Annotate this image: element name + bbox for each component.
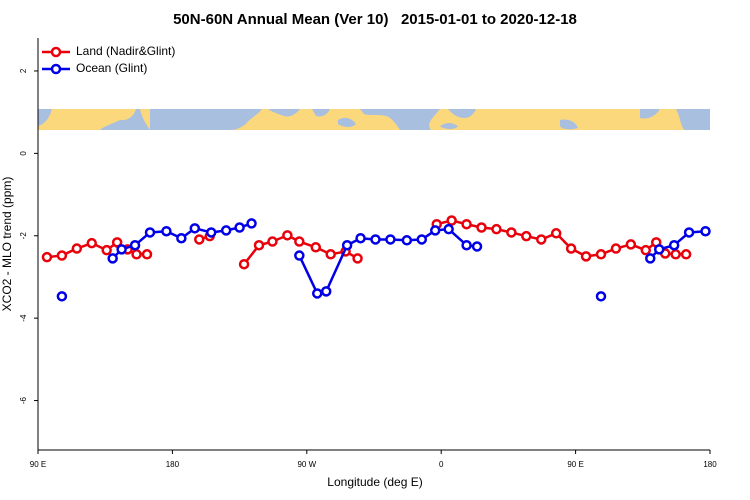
legend-label: Ocean (Glint) [76, 61, 147, 75]
data-point [144, 227, 156, 238]
x-tick-label: 180 [166, 460, 180, 469]
data-point [320, 286, 332, 297]
data-point [129, 239, 141, 251]
data-point [71, 243, 83, 254]
data-point [461, 239, 472, 251]
data-point [101, 244, 112, 256]
data-point [683, 227, 695, 238]
data-point [385, 234, 396, 245]
map-strip [38, 109, 710, 130]
data-point [116, 244, 127, 255]
data-point [341, 239, 353, 251]
data-point [476, 222, 487, 233]
data-point [205, 227, 217, 238]
y-tick-label: -6 [19, 396, 28, 404]
data-point [141, 249, 153, 260]
data-point [194, 234, 205, 245]
data-point [595, 249, 607, 260]
data-point [580, 251, 592, 262]
map-water [38, 109, 52, 126]
y-tick-label: -2 [19, 232, 28, 240]
data-point [234, 222, 245, 233]
data-point [429, 225, 441, 236]
data-point [238, 258, 250, 270]
data-point [107, 253, 118, 264]
data-point [267, 236, 278, 247]
data-point [401, 235, 413, 246]
map-water [100, 109, 150, 130]
data-point [446, 215, 457, 226]
data-point [668, 239, 680, 251]
data-point [246, 218, 257, 229]
data-point [491, 223, 502, 235]
data-point [416, 234, 428, 245]
data-point [610, 243, 622, 254]
x-tick-label: 90 W [297, 460, 316, 469]
data-point [653, 244, 665, 255]
data-point [312, 288, 323, 299]
x-tick-label: 0 [439, 460, 444, 469]
data-point [521, 230, 532, 242]
map-water [560, 119, 578, 130]
data-point [294, 236, 305, 247]
data-point [56, 250, 68, 261]
data-point [294, 250, 305, 261]
data-point [443, 223, 454, 235]
data-point [595, 291, 607, 302]
y-tick-label: 0 [19, 151, 28, 156]
map-water [360, 109, 440, 130]
map-water [268, 109, 300, 117]
data-point [700, 225, 711, 237]
x-tick-label: 90 E [567, 460, 583, 469]
data-point [640, 244, 652, 256]
data-point [41, 251, 53, 263]
data-point [355, 232, 366, 244]
data-point [645, 253, 656, 264]
legend-label: Land (Nadir&Glint) [76, 44, 175, 58]
chart-title: 50N-60N Annual Mean (Ver 10) 2015-01-01 … [173, 11, 577, 28]
data-point [325, 249, 336, 260]
legend-swatch [50, 46, 62, 58]
y-axis-title: XCO2 - MLO trend (ppm) [0, 177, 14, 312]
data-point [370, 234, 381, 245]
data-point [253, 239, 265, 251]
map-water [312, 109, 330, 117]
x-tick-label: 180 [703, 460, 717, 469]
data-point [220, 225, 232, 236]
data-point [282, 230, 293, 241]
map-water [640, 109, 660, 119]
data-point [56, 291, 68, 302]
series-line [111, 222, 706, 295]
data-point [189, 223, 201, 234]
data-point [536, 234, 547, 245]
data-point [471, 241, 483, 252]
y-tick-label: 2 [19, 68, 28, 73]
map-water [150, 109, 262, 130]
map-water [448, 109, 476, 118]
map-water [338, 117, 356, 127]
legend-swatch [50, 63, 62, 75]
y-tick-label: -4 [19, 314, 28, 322]
data-point [310, 242, 322, 253]
data-point [670, 249, 681, 260]
x-tick-label: 90 E [30, 460, 46, 469]
map-water [440, 123, 458, 129]
x-axis-title: Longitude (deg E) [327, 475, 422, 489]
data-point [565, 243, 577, 254]
data-point [86, 237, 98, 249]
data-point [680, 249, 692, 260]
data-point [352, 253, 363, 264]
data-point [550, 228, 562, 239]
data-point [111, 237, 123, 248]
data-point [161, 225, 172, 237]
data-point [461, 218, 472, 230]
data-point [176, 232, 187, 244]
data-point [625, 239, 637, 250]
map-water [676, 109, 710, 130]
data-point [131, 249, 142, 260]
data-point [506, 227, 517, 238]
